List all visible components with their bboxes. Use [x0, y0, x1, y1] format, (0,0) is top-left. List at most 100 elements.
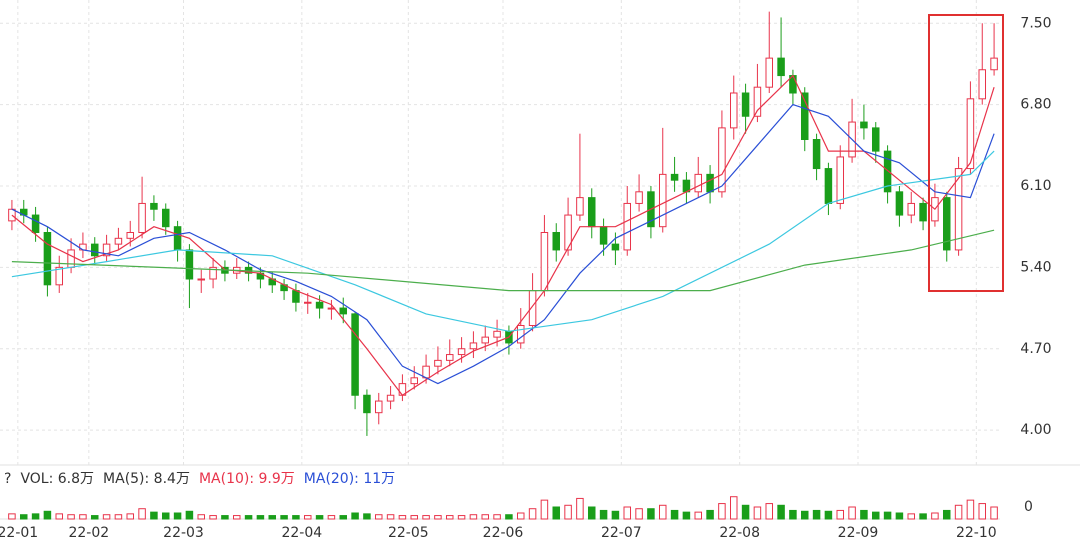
- candle-body: [493, 330, 501, 338]
- volume-bar: [765, 503, 774, 520]
- volume-bar: [292, 515, 300, 520]
- volume-bar: [173, 512, 182, 520]
- volume-bar: [623, 506, 632, 520]
- candle-body: [161, 208, 170, 228]
- volume-bar: [777, 504, 785, 520]
- x-tick-label: 22-09: [838, 525, 879, 541]
- y-tick-label: 7.50: [1020, 15, 1051, 31]
- volume-bar: [150, 511, 158, 520]
- volume-bar: [363, 513, 371, 520]
- candle-body: [611, 243, 620, 251]
- candle-body: [942, 197, 951, 251]
- candle-body: [150, 202, 158, 210]
- volume-bar: [327, 515, 336, 520]
- volume-bar: [741, 504, 750, 520]
- candle-body: [871, 127, 880, 152]
- volume-bar: [990, 506, 998, 520]
- volume-bar: [339, 515, 348, 520]
- volume-bar: [682, 511, 691, 520]
- volume-bar: [481, 514, 490, 520]
- volume-bar: [729, 496, 738, 520]
- candle-body: [895, 191, 904, 216]
- volume-bar: [753, 506, 762, 520]
- candle-body: [599, 226, 608, 245]
- moving-average-line: [11, 103, 995, 385]
- candle-body: [954, 168, 963, 251]
- volume-bar: [244, 515, 253, 520]
- candle-body: [481, 336, 490, 344]
- volume-bar: [67, 514, 75, 520]
- volume-bar: [161, 512, 170, 520]
- y-tick-label: 6.80: [1020, 97, 1051, 113]
- volume-bar: [268, 515, 277, 520]
- candle-body: [351, 313, 359, 396]
- volume-bar: [8, 513, 16, 520]
- volume-bar: [398, 515, 407, 520]
- x-tick-label: 22-05: [388, 525, 429, 541]
- candle-body: [386, 394, 395, 402]
- candle-body: [315, 301, 324, 309]
- volume-bar: [540, 499, 549, 520]
- candle-body: [552, 232, 561, 251]
- volume-bar: [919, 513, 927, 520]
- volume-bar: [422, 515, 430, 520]
- x-tick-label: 22-08: [719, 525, 760, 541]
- candle-body: [706, 173, 714, 193]
- candle-body: [978, 69, 987, 100]
- candle-body: [374, 400, 383, 414]
- volume-bar: [954, 504, 963, 520]
- candle-body: [55, 266, 64, 286]
- candle-body: [410, 377, 419, 385]
- candle-body: [31, 214, 40, 233]
- volume-bar: [718, 503, 726, 520]
- volume-bar: [599, 509, 608, 520]
- candle-body: [812, 139, 821, 170]
- volume-legend-item: ?: [4, 471, 11, 487]
- candle-body: [138, 202, 146, 233]
- highlight-box: [928, 14, 1004, 292]
- candle-body: [718, 127, 726, 193]
- candle-body: [185, 249, 194, 280]
- candle-body: [635, 191, 643, 204]
- volume-bar: [232, 515, 241, 520]
- candle-body: [883, 150, 892, 193]
- volume-bar: [434, 515, 442, 520]
- volume-bar: [114, 514, 123, 520]
- moving-average-line: [11, 229, 995, 292]
- volume-bar: [445, 515, 454, 520]
- candle-body: [836, 156, 845, 204]
- volume-bar: [31, 513, 40, 520]
- candle-body: [114, 237, 123, 245]
- y-tick-label: 6.10: [1020, 178, 1051, 194]
- volume-tick-label: 0: [1024, 499, 1033, 515]
- volume-bar: [19, 514, 28, 520]
- candle-body: [587, 197, 596, 228]
- candle-body: [540, 232, 549, 292]
- candle-body: [197, 278, 206, 281]
- candle-body: [658, 173, 667, 228]
- volume-bar: [126, 513, 135, 520]
- candle-body: [907, 202, 916, 216]
- candle-body: [741, 92, 750, 117]
- volume-legend-item: MA(5): 8.4万: [103, 471, 190, 487]
- candle-body: [209, 266, 217, 280]
- volume-bar: [848, 506, 856, 520]
- candle-body: [434, 359, 442, 367]
- y-tick-label: 4.00: [1020, 422, 1051, 438]
- x-tick-label: 22-06: [483, 525, 524, 541]
- volume-legend-item: VOL: 6.8万: [20, 471, 94, 487]
- volume-bar: [658, 504, 667, 520]
- volume-bar: [410, 515, 419, 520]
- x-tick-label: 22-01: [0, 525, 38, 541]
- volume-bar: [505, 514, 513, 520]
- volume-bar: [883, 511, 892, 520]
- volume-bar: [647, 508, 655, 520]
- candle-body: [919, 202, 927, 222]
- volume-legend-item: MA(20): 11万: [304, 471, 395, 487]
- volume-bar: [90, 515, 99, 520]
- x-tick-label: 22-03: [163, 525, 204, 541]
- candle-body: [670, 173, 679, 181]
- candle-body: [292, 290, 300, 303]
- volume-bar: [931, 512, 939, 520]
- volume-bar: [197, 514, 206, 520]
